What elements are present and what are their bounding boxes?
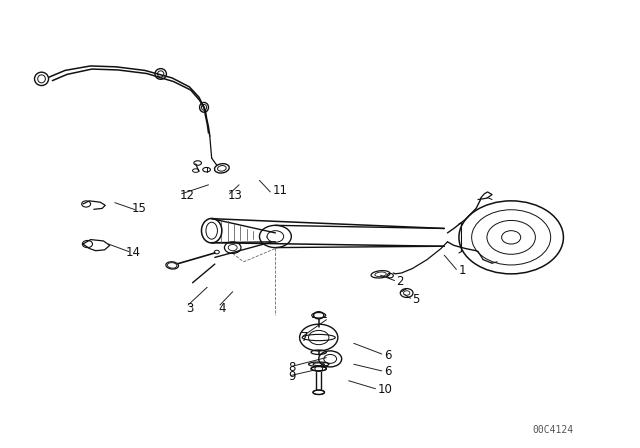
Text: 8: 8	[288, 361, 296, 374]
Text: 2: 2	[396, 276, 404, 289]
Ellipse shape	[311, 366, 326, 371]
Text: 00C4124: 00C4124	[532, 426, 573, 435]
Text: 11: 11	[272, 184, 287, 197]
Text: 1: 1	[459, 264, 467, 277]
Text: 6: 6	[384, 349, 391, 362]
Text: 13: 13	[228, 189, 243, 202]
Text: 6: 6	[384, 365, 391, 378]
Text: 5: 5	[412, 293, 420, 306]
Text: 4: 4	[218, 302, 225, 315]
Text: 10: 10	[378, 383, 392, 396]
Ellipse shape	[313, 390, 324, 395]
Text: 15: 15	[132, 202, 147, 215]
Text: 12: 12	[180, 189, 195, 202]
Ellipse shape	[166, 262, 179, 269]
Text: 14: 14	[125, 246, 141, 259]
Text: 3: 3	[186, 302, 193, 315]
Text: 7: 7	[301, 331, 308, 344]
Text: 9: 9	[288, 370, 296, 383]
Ellipse shape	[314, 312, 324, 319]
